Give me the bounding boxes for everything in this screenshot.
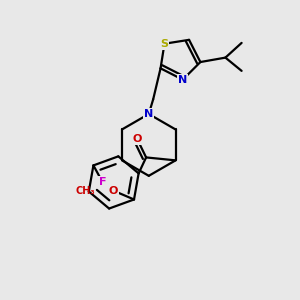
Text: N: N [178,75,188,85]
Text: S: S [160,39,169,49]
Text: F: F [98,177,106,187]
Text: O: O [109,186,118,196]
Text: CH₃: CH₃ [76,186,95,196]
Text: N: N [144,109,153,119]
Text: O: O [133,134,142,144]
